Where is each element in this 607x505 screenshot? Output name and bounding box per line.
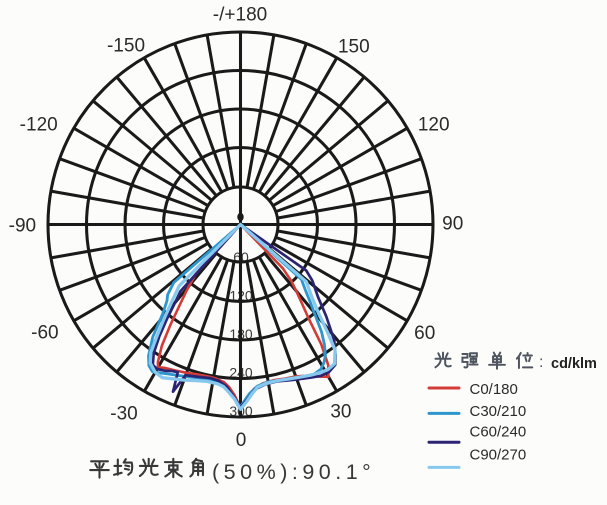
- svg-text:60: 60: [414, 323, 435, 344]
- svg-text:(50%):90.1°: (50%):90.1°: [212, 460, 375, 484]
- svg-text:150: 150: [338, 37, 370, 58]
- svg-text:-30: -30: [110, 404, 137, 425]
- svg-text:C0/180: C0/180: [470, 381, 518, 398]
- svg-text:0: 0: [236, 430, 247, 451]
- svg-text:-150: -150: [107, 36, 145, 57]
- svg-text:-/+180: -/+180: [213, 5, 267, 26]
- svg-text:-90: -90: [9, 216, 36, 237]
- svg-text:90: 90: [442, 214, 463, 235]
- svg-text:cd/klm: cd/klm: [551, 356, 597, 372]
- svg-text:C90/270: C90/270: [470, 447, 527, 464]
- svg-text:C60/240: C60/240: [470, 424, 527, 441]
- svg-text:-60: -60: [31, 323, 58, 344]
- svg-text::: :: [539, 354, 543, 371]
- svg-text:30: 30: [330, 402, 351, 423]
- svg-text:-120: -120: [20, 115, 58, 136]
- svg-text:120: 120: [418, 115, 450, 136]
- svg-text:C30/210: C30/210: [470, 403, 527, 420]
